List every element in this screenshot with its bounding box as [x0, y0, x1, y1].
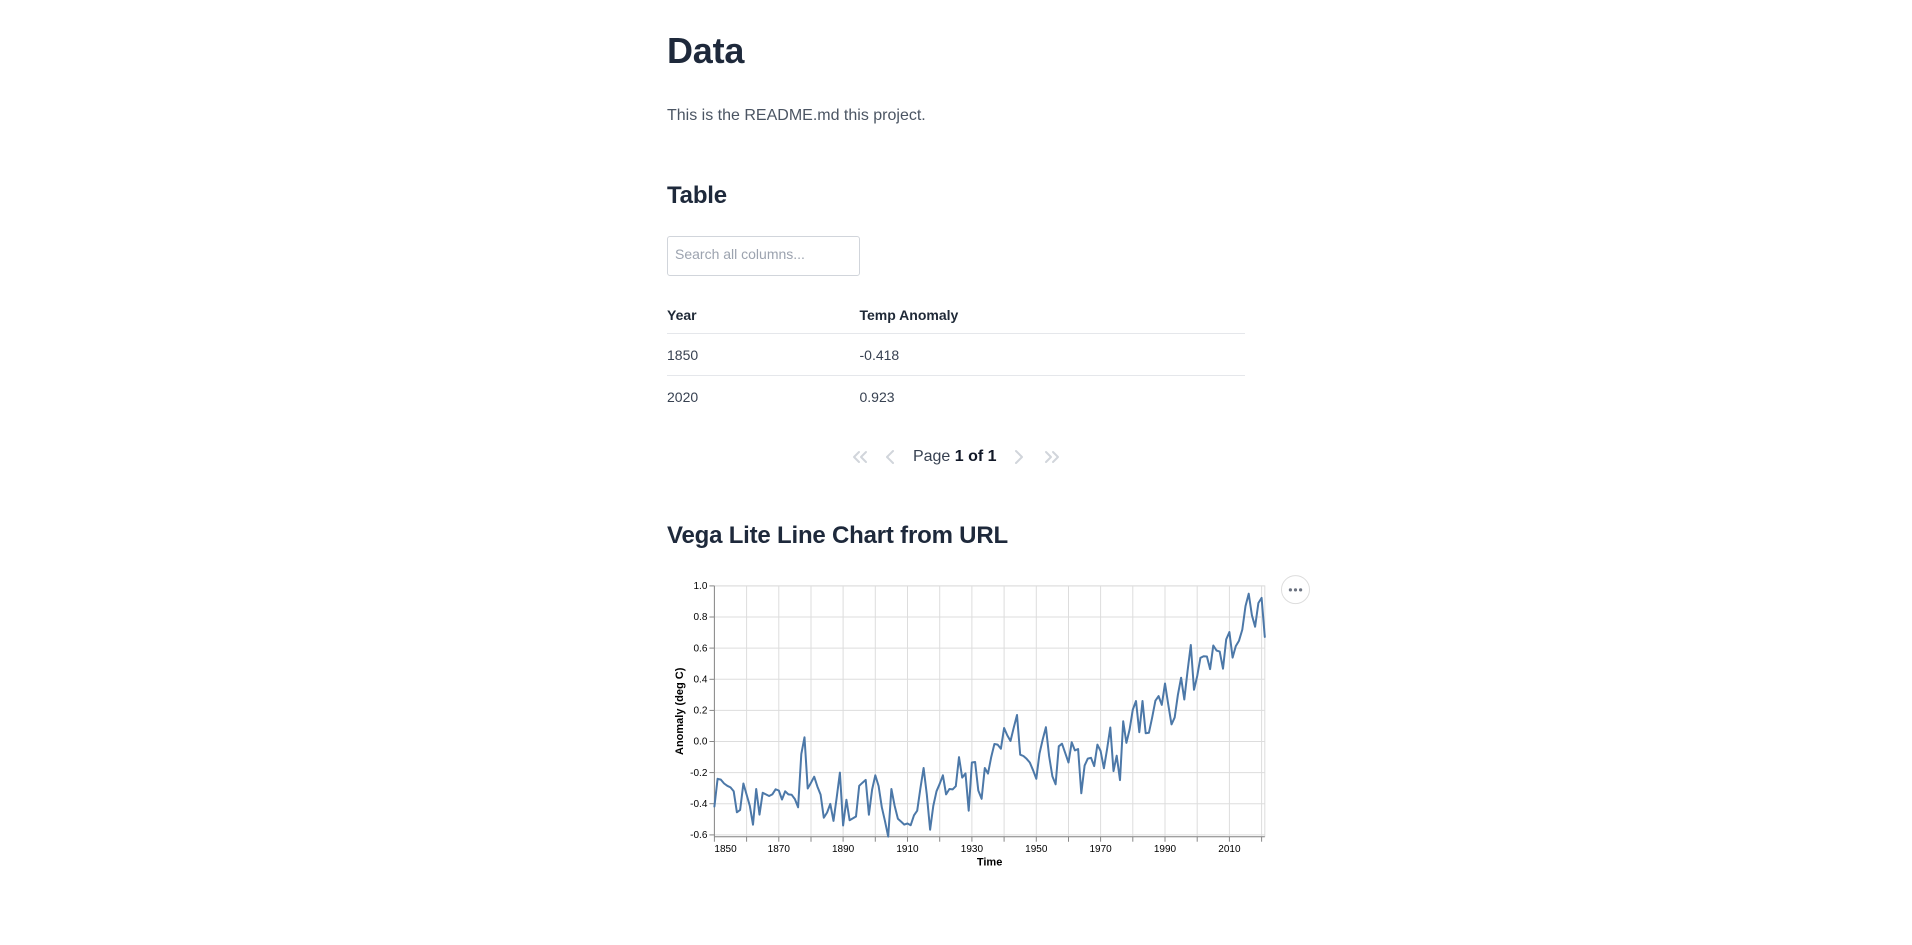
svg-text:-0.4: -0.4 [690, 799, 708, 810]
svg-text:Time: Time [977, 857, 1002, 869]
svg-text:2010: 2010 [1218, 844, 1241, 855]
svg-text:1910: 1910 [896, 844, 919, 855]
svg-text:Anomaly (deg C): Anomaly (deg C) [674, 667, 686, 755]
svg-text:0.0: 0.0 [693, 737, 707, 748]
svg-text:1870: 1870 [768, 844, 791, 855]
svg-text:-0.2: -0.2 [690, 768, 708, 779]
svg-text:0.8: 0.8 [693, 612, 707, 623]
svg-text:0.6: 0.6 [693, 643, 707, 654]
svg-text:1990: 1990 [1154, 844, 1177, 855]
svg-text:-0.6: -0.6 [690, 830, 708, 841]
svg-text:0.4: 0.4 [693, 675, 707, 686]
svg-text:0.2: 0.2 [693, 706, 707, 717]
svg-text:1950: 1950 [1025, 844, 1048, 855]
svg-text:1930: 1930 [961, 844, 984, 855]
svg-text:1890: 1890 [832, 844, 855, 855]
svg-text:1970: 1970 [1089, 844, 1112, 855]
svg-text:1850: 1850 [714, 844, 737, 855]
svg-text:1.0: 1.0 [693, 581, 707, 592]
